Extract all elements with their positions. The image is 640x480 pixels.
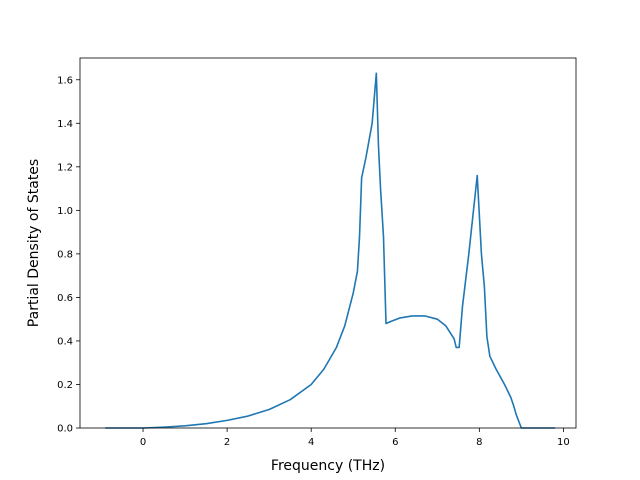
- x-axis-label: Frequency (THz): [271, 458, 385, 474]
- y-tick-label: 0.8: [57, 249, 73, 260]
- y-axis-label: Partial Density of States: [26, 159, 42, 327]
- x-tick-label: 4: [308, 437, 314, 448]
- x-tick-label: 2: [224, 437, 230, 448]
- y-tick-label: 1.2: [57, 162, 73, 173]
- y-tick-label: 0.2: [57, 380, 73, 391]
- y-tick-label: 0.6: [57, 293, 73, 304]
- y-tick-label: 0.4: [57, 336, 73, 347]
- y-axis-ticks: 0.0 0.2 0.4 0.6 0.8 1.0 1.2 1.4 1.6: [57, 75, 80, 435]
- y-tick-label: 1.0: [57, 206, 73, 217]
- x-tick-label: 0: [140, 437, 146, 448]
- x-tick-label: 8: [476, 437, 482, 448]
- y-tick-label: 0.0: [57, 424, 73, 435]
- x-tick-label: 6: [392, 437, 398, 448]
- plot-area: [80, 58, 576, 428]
- plot-frame: [79, 57, 577, 429]
- x-tick-label: 10: [557, 437, 570, 448]
- y-tick-label: 1.6: [57, 75, 73, 86]
- series-line: [105, 72, 555, 429]
- x-axis-ticks: 0 2 4 6 8 10: [140, 428, 570, 448]
- y-tick-label: 1.4: [57, 119, 73, 130]
